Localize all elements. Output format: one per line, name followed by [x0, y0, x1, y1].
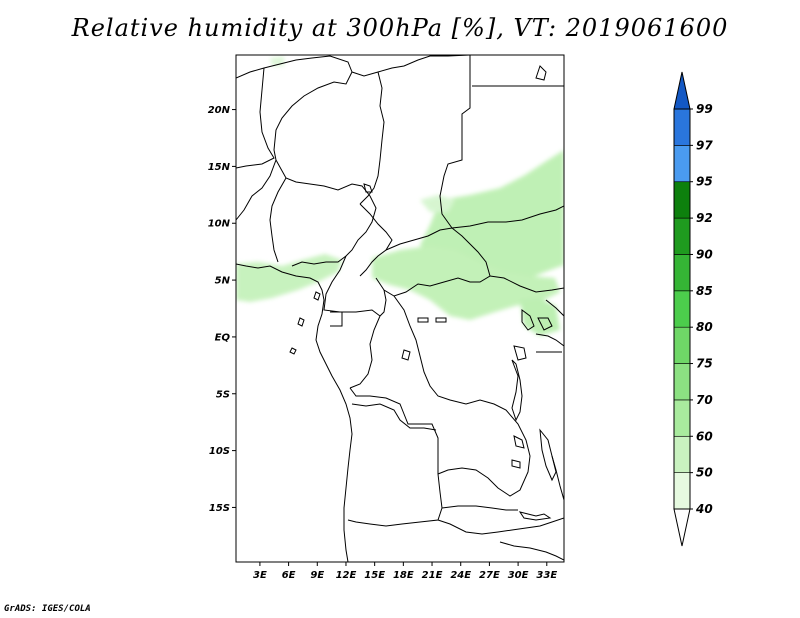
lat-tick-label: 5N — [215, 276, 231, 287]
lat-tick-label: 15S — [209, 503, 230, 514]
map-frame — [235, 54, 565, 563]
colorbar-label: 92 — [696, 211, 713, 225]
colorbar-box — [673, 363, 691, 401]
colorbar-box — [673, 326, 691, 364]
lat-tick-label: 5S — [216, 389, 230, 400]
colorbar-box — [673, 399, 691, 437]
colorbar-label: 70 — [696, 393, 713, 407]
colorbar-label: 90 — [696, 247, 713, 261]
lat-tick-label: 10N — [208, 219, 231, 230]
lat-tick-label: 20N — [208, 105, 231, 116]
chart-title: Relative humidity at 300hPa [%], VT: 201… — [71, 14, 729, 42]
lon-tick-label: 21E — [422, 570, 443, 581]
colorbar-box — [673, 181, 691, 219]
humidity-patch-central — [372, 246, 560, 320]
colorbar-label: 60 — [696, 429, 713, 443]
lat-tick-label: 10S — [209, 446, 230, 457]
colorbar-label: 40 — [695, 502, 713, 516]
colorbar-box — [673, 145, 691, 183]
humidity-patch-west — [236, 254, 342, 302]
lon-tick-label: 3E — [253, 570, 267, 581]
colorbar-box — [673, 108, 691, 146]
colorbar-box — [673, 435, 691, 473]
lon-tick-label: 27E — [479, 570, 500, 581]
colorbar-top-arrow — [673, 71, 691, 110]
colorbar-box — [673, 217, 691, 255]
colorbar-outline — [673, 108, 691, 510]
lat-tick-label: EQ — [215, 332, 231, 343]
colorbar-label: 99 — [696, 102, 713, 116]
latitude-axis: 20N 15N 10N 5N EQ 5S 10S 15S — [208, 105, 236, 514]
lon-tick-label: 15E — [364, 570, 385, 581]
lon-tick-label: 6E — [282, 570, 296, 581]
humidity-shading — [236, 56, 564, 336]
country-borders — [236, 55, 564, 562]
colorbar-label: 50 — [696, 466, 713, 480]
lat-tick-label: 15N — [208, 162, 231, 173]
humidity-patch-north — [420, 195, 455, 212]
colorbar-box — [673, 254, 691, 292]
humidity-patch-lake — [520, 298, 560, 336]
colorbar-label: 85 — [696, 284, 713, 298]
lon-tick-label: 33E — [536, 570, 557, 581]
colorbar-bottom-arrow — [673, 508, 691, 547]
lon-tick-label: 30E — [508, 570, 529, 581]
colorbar-box — [673, 472, 691, 510]
colorbar-label: 95 — [696, 175, 713, 189]
colorbar: 40 50 60 70 75 80 85 90 92 95 97 99 — [673, 71, 713, 547]
grads-credit: GrADS: IGES/COLA — [4, 604, 91, 614]
colorbar-label: 75 — [696, 357, 713, 371]
lon-tick-label: 12E — [336, 570, 357, 581]
colorbar-box — [673, 290, 691, 328]
colorbar-label: 80 — [696, 320, 713, 334]
lon-tick-label: 9E — [310, 570, 324, 581]
lon-tick-label: 24E — [450, 570, 471, 581]
colorbar-label: 97 — [696, 138, 713, 152]
longitude-axis: 3E 6E 9E 12E 15E 18E 21E 24E 27E 30E 33E — [253, 562, 557, 581]
lon-tick-label: 18E — [393, 570, 414, 581]
